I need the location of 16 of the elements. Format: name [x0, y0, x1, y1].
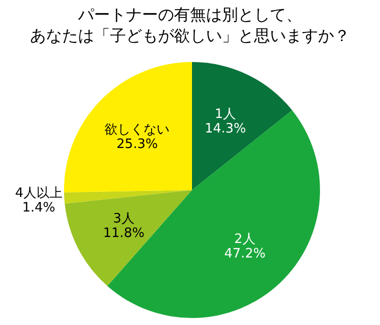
chart-subtitle: あなたは「子どもが欲しい」と思いますか？ — [30, 26, 350, 45]
pie-slice — [192, 62, 292, 190]
slice-label: 欲しくない — [104, 122, 170, 138]
pie-slice — [64, 190, 192, 204]
pie-slice — [64, 62, 192, 192]
chart-title: パートナーの有無は別として、 — [77, 5, 302, 24]
data-label: 14.3% — [204, 122, 246, 137]
pie-slice — [64, 190, 192, 286]
data-label: 1.4% — [22, 200, 56, 216]
slice-label: 1人 — [214, 107, 236, 122]
slice-label: 4人以上 — [15, 186, 62, 202]
data-label: 25.3% — [116, 136, 158, 152]
slice-label: 2人 — [234, 232, 256, 248]
data-label: 11.8% — [103, 226, 144, 241]
slice-label: 3人 — [113, 212, 134, 227]
data-label: 47.2% — [224, 246, 266, 262]
